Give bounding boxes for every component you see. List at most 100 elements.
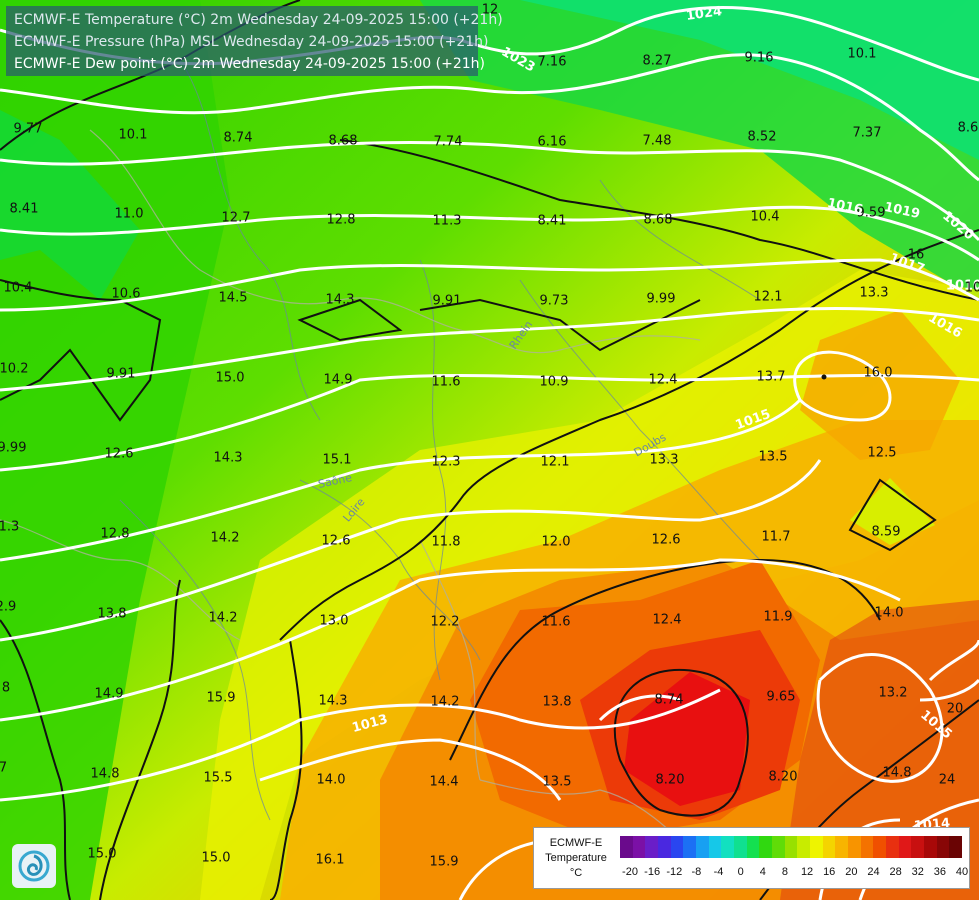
legend-tick-label: 4 bbox=[759, 866, 766, 878]
legend-swatch bbox=[898, 836, 912, 858]
legend-tick-label: -12 bbox=[666, 866, 683, 878]
value-label: 7.74 bbox=[433, 134, 463, 150]
value-label: 15.9 bbox=[429, 854, 459, 870]
value-label: 11.7 bbox=[761, 529, 791, 545]
value-label: 12.3 bbox=[431, 454, 461, 470]
value-label: 9.99 bbox=[0, 440, 27, 456]
value-label: 7.16 bbox=[537, 54, 567, 70]
legend-tick-label: 12 bbox=[800, 866, 814, 878]
legend-swatch bbox=[835, 836, 849, 858]
value-label: 8.52 bbox=[747, 129, 777, 145]
value-label: 13.5 bbox=[542, 774, 572, 790]
value-label: 8 bbox=[1, 680, 11, 696]
legend-tick-label: -16 bbox=[644, 866, 661, 878]
value-label: 14.2 bbox=[208, 610, 238, 626]
legend-tick-label: 28 bbox=[889, 866, 902, 878]
value-label: 14.3 bbox=[325, 292, 355, 308]
value-label: 14.0 bbox=[874, 605, 904, 621]
value-label: 12.6 bbox=[321, 533, 351, 549]
value-label: 14.2 bbox=[430, 694, 460, 710]
value-label: 12.7 bbox=[221, 210, 251, 226]
value-label: 8.20 bbox=[655, 772, 685, 788]
legend-swatch bbox=[708, 836, 722, 858]
value-label: 10.6 bbox=[111, 286, 141, 302]
cool-pocket-west bbox=[0, 110, 140, 300]
isobars-layer bbox=[0, 6, 979, 900]
legend-swatch bbox=[784, 836, 798, 858]
value-label: 14.3 bbox=[213, 450, 243, 466]
value-label: 10.4 bbox=[750, 209, 780, 225]
legend-swatch bbox=[696, 836, 709, 858]
isotherm-label: 10 bbox=[964, 280, 979, 296]
legend-title-line: °C bbox=[569, 867, 583, 879]
ecmwf-logo[interactable] bbox=[12, 844, 56, 888]
value-label: 8.27 bbox=[642, 53, 672, 69]
value-label: 12.1 bbox=[753, 289, 783, 305]
peak-hot-zone bbox=[624, 672, 750, 806]
value-label: 16.0 bbox=[863, 365, 893, 381]
value-label: 15.5 bbox=[203, 770, 233, 786]
title-temperature[interactable]: ECMWF-E Temperature (°C) 2m Wednesday 24… bbox=[14, 12, 503, 28]
value-label: 10.4 bbox=[3, 280, 33, 296]
legend-tick-label: -4 bbox=[713, 866, 724, 878]
value-label: 13.7 bbox=[756, 369, 786, 385]
value-label: 14.2 bbox=[210, 530, 240, 546]
value-label: 14.4 bbox=[429, 774, 459, 790]
value-label: 9.99 bbox=[646, 291, 676, 307]
value-label: 13.0 bbox=[319, 613, 349, 629]
value-label: 9.73 bbox=[539, 293, 569, 309]
isotherm-label: 24 bbox=[938, 772, 956, 788]
legend-tick-label: 36 bbox=[933, 866, 946, 878]
value-label: 7 bbox=[0, 760, 8, 776]
legend-tick-label: 20 bbox=[845, 866, 858, 878]
location-dot bbox=[821, 374, 827, 380]
title-dewpoint[interactable]: ECMWF-E Dew point (°C) 2m Wednesday 24-0… bbox=[14, 56, 485, 72]
value-label: 8.20 bbox=[768, 769, 798, 785]
isotherm-label: 20 bbox=[946, 701, 964, 717]
legend-swatch bbox=[873, 836, 887, 858]
value-label: 12.4 bbox=[652, 612, 682, 628]
legend-swatch bbox=[658, 836, 671, 858]
value-label: 10.1 bbox=[847, 46, 877, 62]
value-label: 8.74 bbox=[223, 130, 253, 146]
legend-swatch bbox=[911, 836, 925, 858]
value-label: 8.6 bbox=[957, 120, 979, 136]
value-label: 9.77 bbox=[13, 121, 43, 137]
value-label: 14.9 bbox=[94, 686, 124, 702]
value-label: 12.6 bbox=[651, 532, 681, 548]
value-label: 15.0 bbox=[215, 370, 245, 386]
value-label: 12.5 bbox=[867, 445, 897, 461]
value-label: 12.2 bbox=[430, 614, 460, 630]
legend-tick-label: -20 bbox=[622, 866, 638, 878]
value-label: 14.8 bbox=[882, 765, 912, 781]
legend-tick-label: 32 bbox=[911, 866, 924, 878]
legend-swatch bbox=[645, 836, 659, 858]
value-label: 11.3 bbox=[432, 213, 462, 229]
swirl-icon bbox=[18, 850, 50, 882]
value-label: 15.0 bbox=[201, 850, 231, 866]
color-legend: ECMWF-E Temperature °C -20 -16 -12 -8 -4 0 4 8 1… bbox=[533, 827, 970, 889]
value-label: 8.41 bbox=[9, 201, 39, 217]
legend-tick-label: 24 bbox=[867, 866, 880, 878]
value-label: 10.9 bbox=[539, 374, 569, 390]
value-label: 13.5 bbox=[758, 449, 788, 465]
legend-swatch bbox=[822, 836, 836, 858]
value-label: 15.0 bbox=[87, 846, 117, 862]
title-pressure[interactable]: ECMWF-E Pressure (hPa) MSL Wednesday 24-… bbox=[14, 34, 489, 50]
value-label: 16.1 bbox=[315, 852, 345, 868]
legend-swatch bbox=[734, 836, 747, 858]
legend-swatch bbox=[949, 836, 963, 858]
value-label: 11.6 bbox=[541, 614, 571, 630]
legend-swatch bbox=[746, 836, 760, 858]
value-label: 13.3 bbox=[649, 452, 679, 468]
value-label: 14.5 bbox=[218, 290, 248, 306]
value-label: 9.91 bbox=[432, 293, 462, 309]
legend-swatch bbox=[886, 836, 899, 858]
value-label: 9.91 bbox=[106, 366, 136, 382]
value-label: 13.3 bbox=[859, 285, 889, 301]
legend-swatch bbox=[772, 836, 785, 858]
value-label: 9.59 bbox=[856, 205, 886, 221]
value-label: 10.1 bbox=[118, 127, 148, 143]
legend-swatch bbox=[848, 836, 861, 858]
